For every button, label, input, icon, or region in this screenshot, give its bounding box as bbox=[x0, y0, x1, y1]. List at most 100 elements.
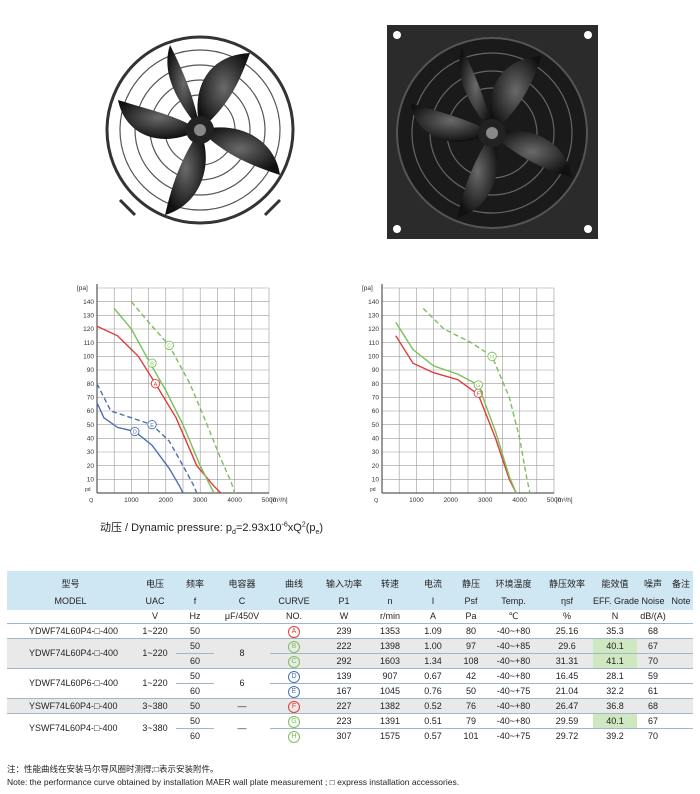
current-cell: 1.00 bbox=[410, 637, 456, 653]
noise-cell: 70 bbox=[637, 652, 669, 668]
efficiency-cell: 26.47 bbox=[541, 697, 593, 713]
current-cell: 0.67 bbox=[410, 667, 456, 683]
power-cell: 307 bbox=[318, 727, 370, 743]
curve-badge: C bbox=[288, 655, 300, 668]
y-unit-label: [pa] bbox=[362, 285, 373, 292]
column-header-en: f bbox=[176, 592, 214, 610]
pressure-cell: 79 bbox=[456, 712, 486, 728]
x-tick-label: 4000 bbox=[512, 497, 527, 504]
y-tick-label: 80 bbox=[372, 381, 380, 388]
series-line-d bbox=[96, 402, 184, 494]
speed-cell: 1398 bbox=[370, 637, 410, 653]
y-tick-label: 140 bbox=[83, 299, 94, 306]
x-tick-label: 5000 bbox=[547, 497, 562, 504]
table-row: 60 E 167 1045 0.76 50 -40~+75 21.04 32.2 61 bbox=[7, 682, 693, 698]
note-cell bbox=[669, 697, 693, 713]
unit-cell: Pa bbox=[465, 611, 477, 622]
frequency-cell: 50 bbox=[176, 622, 214, 638]
capacitor-cell bbox=[214, 622, 270, 638]
x-tick-label: 3000 bbox=[193, 497, 208, 504]
speed-cell: 1045 bbox=[370, 682, 410, 698]
series-marker-h bbox=[487, 351, 497, 361]
curve-cell: D bbox=[270, 667, 318, 683]
capacitor-cell: — bbox=[214, 697, 270, 713]
y-tick-label: 50 bbox=[87, 422, 95, 429]
model-group: YSWF74L60P4-□-400 3~380 50— G 223 1391 0.51 79-… bbox=[7, 712, 693, 743]
y-tick-label: 140 bbox=[368, 299, 379, 306]
series-marker-d bbox=[130, 426, 140, 437]
note-cell bbox=[669, 667, 693, 683]
table-row: YSWF74L60P4-□-400 3~380 50— G 223 1391 0.51 79-… bbox=[7, 712, 693, 743]
curve-cell: H bbox=[270, 727, 318, 743]
y-tick-label: 120 bbox=[368, 326, 379, 333]
table-header-en: MODEL UAC f C CURVE P1 n I Psf Temp. ηsf EFF. Grade… bbox=[7, 592, 693, 610]
noise-cell: 61 bbox=[637, 682, 669, 698]
frequency-cell: 50 bbox=[176, 712, 214, 728]
power-cell: 292 bbox=[318, 652, 370, 668]
model-cell: YSWF74L60P4-□-400 bbox=[7, 712, 134, 743]
power-cell: 227 bbox=[318, 697, 370, 713]
temperature-cell: -40~+80 bbox=[486, 697, 541, 713]
speed-cell: 1353 bbox=[370, 622, 410, 638]
model-group: YDWF74L60P4-□-400 1~220 50 8 B 222 1398 1.00 97-… bbox=[7, 637, 693, 668]
y-tick-label: 40 bbox=[87, 436, 95, 443]
note-cell bbox=[669, 652, 693, 668]
y-tick-label: 110 bbox=[369, 340, 380, 347]
note-cell bbox=[669, 682, 693, 698]
column-header-en: Noise bbox=[637, 592, 669, 610]
grade-cell: 40.1 bbox=[593, 712, 637, 728]
series-label-e: E bbox=[150, 423, 154, 429]
current-cell: 0.76 bbox=[410, 682, 456, 698]
model-group: YSWF74L60P4-□-400 3~380 50— F 227 1382 0.52 76-… bbox=[7, 697, 693, 713]
voltage-cell: 3~380 bbox=[134, 697, 176, 713]
frequency-cell: 60 bbox=[176, 682, 214, 698]
y-tick-label: 70 bbox=[372, 395, 380, 402]
grade-cell: 36.8 bbox=[593, 697, 637, 713]
performance-chart-left: 10 20 30 40 50 60 70 80 90 100 110 120 130 140 1000 200… bbox=[77, 284, 288, 504]
y-tick-label: 90 bbox=[372, 367, 380, 374]
column-header-en: Psf bbox=[456, 592, 486, 610]
column-header-en: n bbox=[370, 592, 410, 610]
pressure-cell: 50 bbox=[456, 682, 486, 698]
voltage-cell: 1~220 bbox=[134, 667, 176, 698]
y-tick-label: 60 bbox=[87, 408, 95, 415]
table-row: 60 H 307 1575 0.57 101 -40~+75 29.72 39.2 70 bbox=[7, 727, 693, 743]
unit-cell: Hz bbox=[189, 611, 201, 622]
column-header-cn: 曲线 bbox=[270, 571, 318, 592]
efficiency-cell: 21.04 bbox=[541, 682, 593, 698]
voltage-cell: 1~220 bbox=[134, 622, 176, 638]
x-tick-label: 4000 bbox=[227, 497, 242, 504]
temperature-cell: -40~+75 bbox=[486, 682, 541, 698]
y-tick-label: 80 bbox=[87, 381, 95, 388]
x-tick-label: 1000 bbox=[409, 497, 424, 504]
series-marker-c bbox=[164, 340, 174, 351]
frequency-cell: 50 bbox=[176, 637, 214, 653]
y-unit-label: [pa] bbox=[77, 285, 88, 292]
y-tick-label: 90 bbox=[87, 367, 95, 374]
frequency-cell: 50 bbox=[176, 697, 214, 713]
curve-badge: A bbox=[288, 625, 300, 638]
column-header-en: P1 bbox=[318, 592, 370, 610]
power-cell: 222 bbox=[318, 637, 370, 653]
model-group: YDWF74L60P6-□-400 1~220 50 6 D 139 907 0.67 42 -4… bbox=[7, 667, 693, 698]
table-row: YDWF74L60P4-□-400 1~220 50 A 239 1353 1.09 80 -4… bbox=[7, 622, 693, 638]
series-label-a: A bbox=[154, 382, 158, 388]
curve-badge: F bbox=[288, 700, 300, 713]
curve-badge: D bbox=[288, 670, 300, 683]
note-cell bbox=[669, 637, 693, 653]
performance-chart-right: 10 20 30 40 50 60 70 80 90 100 110 120 130 140 1000 200… bbox=[362, 284, 573, 504]
grade-cell: 35.3 bbox=[593, 622, 637, 638]
x-unit-label: [m³/h] bbox=[556, 497, 573, 504]
current-cell: 0.57 bbox=[410, 727, 456, 743]
efficiency-cell: 31.31 bbox=[541, 652, 593, 668]
noise-cell: 67 bbox=[637, 712, 669, 728]
grade-cell: 41.1 bbox=[593, 652, 637, 668]
y-tick-label: 130 bbox=[368, 313, 379, 320]
x-tick-label: 2000 bbox=[159, 497, 174, 504]
column-header-cn: 噪声 bbox=[637, 571, 669, 592]
current-cell: 1.34 bbox=[410, 652, 456, 668]
x-tick-label: 2000 bbox=[444, 497, 459, 504]
model-cell: YSWF74L60P4-□-400 bbox=[7, 697, 134, 713]
unit-cell: % bbox=[562, 611, 571, 622]
grade-cell: 39.2 bbox=[593, 727, 637, 743]
